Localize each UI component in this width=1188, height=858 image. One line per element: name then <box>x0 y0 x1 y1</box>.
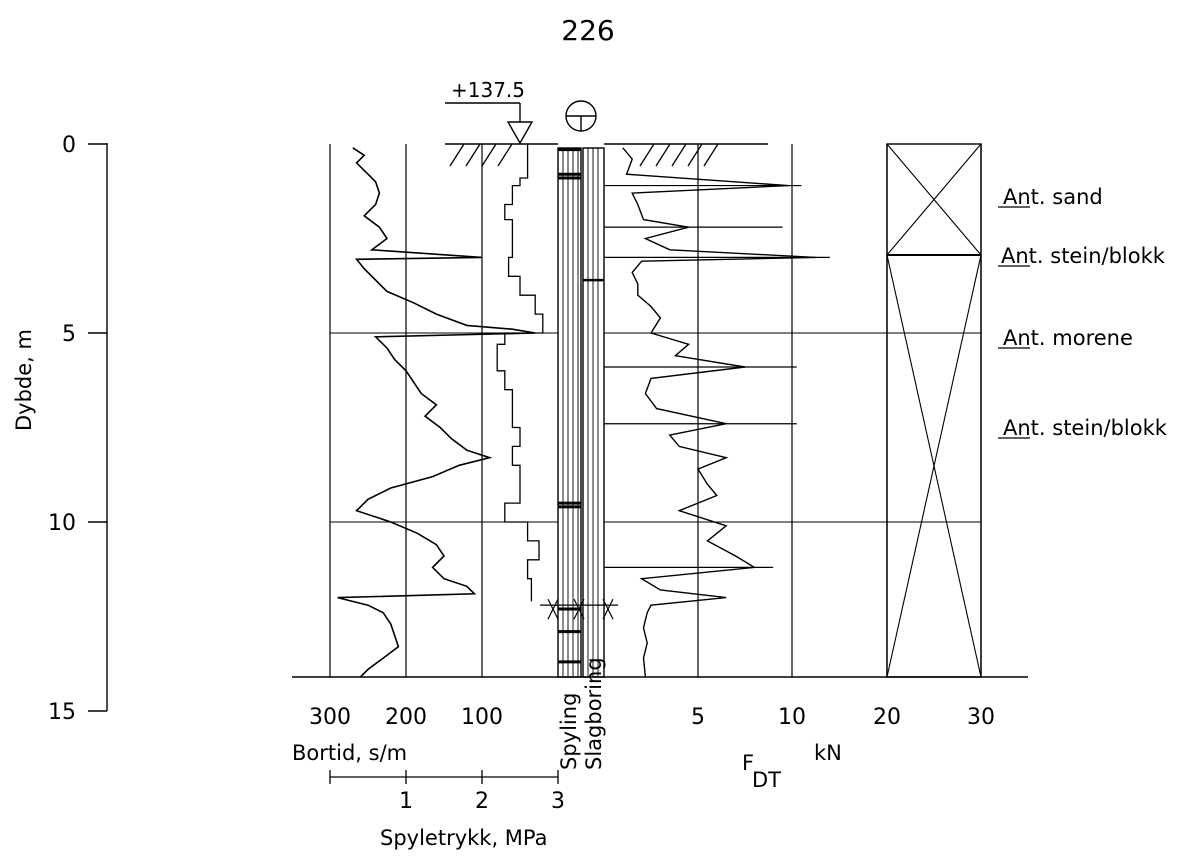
column-label-hammering: Slagboring <box>582 657 606 770</box>
depth-axis-label: Dybde, m <box>12 329 36 431</box>
hatch-stroke <box>655 143 671 167</box>
force-tick-label: 10 <box>778 705 806 730</box>
stop-cross <box>547 598 559 620</box>
bottom-tick-labels: 300 200 100 5 10 20 30 <box>309 705 995 730</box>
hammering-column <box>582 147 605 678</box>
force-reference-lines <box>604 184 830 568</box>
force-axis-label-main: F <box>742 751 754 775</box>
column-label-flushing: Spyling <box>557 693 581 770</box>
spyle-tick-label: 2 <box>475 789 489 814</box>
force-series <box>622 147 816 678</box>
bortid-tick-label: 300 <box>309 705 351 730</box>
hatch-stroke <box>639 143 655 167</box>
interp-label-4: Ant. stein/blokk <box>1003 416 1168 440</box>
interp-label-1: Ant. sand <box>1003 185 1103 209</box>
elevation-label: +137.5 <box>451 78 525 102</box>
hatch-stroke <box>703 143 719 167</box>
bortid-series <box>337 147 536 678</box>
interpretation-box <box>886 143 982 678</box>
hatch-stroke <box>497 143 513 167</box>
interp-label-3: Ant. morene <box>1003 326 1133 350</box>
figure-number: 226 <box>561 14 614 47</box>
chart-grid <box>292 143 1028 678</box>
force-tick-label: 20 <box>873 705 901 730</box>
hatch-stroke <box>687 143 703 167</box>
bortid-tick-label: 100 <box>461 705 503 730</box>
sounding-method-symbol-icon <box>565 100 597 132</box>
elevation-triangle-icon <box>506 121 534 145</box>
depth-tick-label: 10 <box>48 511 76 536</box>
stop-cross <box>602 598 614 620</box>
flushing-column <box>557 147 582 678</box>
spyletrykk-series <box>496 144 544 602</box>
depth-tick-label: 5 <box>62 322 76 347</box>
depth-axis: 0 5 10 15 <box>48 133 108 725</box>
force-tick-label: 5 <box>691 705 705 730</box>
interp-label-2: Ant. stein/blokk <box>1001 244 1166 268</box>
force-axis-unit: kN <box>814 741 842 765</box>
hatch-stroke <box>465 143 481 167</box>
depth-tick-label: 15 <box>48 700 76 725</box>
spyletrykk-ticks: 1 2 3 <box>329 770 565 814</box>
spyle-tick-label: 1 <box>399 789 413 814</box>
ground-surface-hatch <box>449 143 719 167</box>
hatch-stroke <box>671 143 687 167</box>
spyletrykk-axis-label: Spyletrykk, MPa <box>380 826 548 850</box>
spyle-tick-label: 3 <box>551 789 565 814</box>
stop-cross <box>573 598 585 620</box>
hatch-stroke <box>449 143 465 167</box>
force-tick-label: 30 <box>967 705 995 730</box>
force-axis-label-sub: DT <box>752 768 781 792</box>
interpretation-labels: Ant. sand Ant. stein/blokk Ant. morene A… <box>998 185 1168 440</box>
method-columns <box>540 147 618 678</box>
bortid-tick-label: 200 <box>385 705 427 730</box>
bortid-axis-label: Bortid, s/m <box>292 741 407 765</box>
depth-tick-label: 0 <box>62 133 76 158</box>
hatch-stroke <box>481 143 497 167</box>
